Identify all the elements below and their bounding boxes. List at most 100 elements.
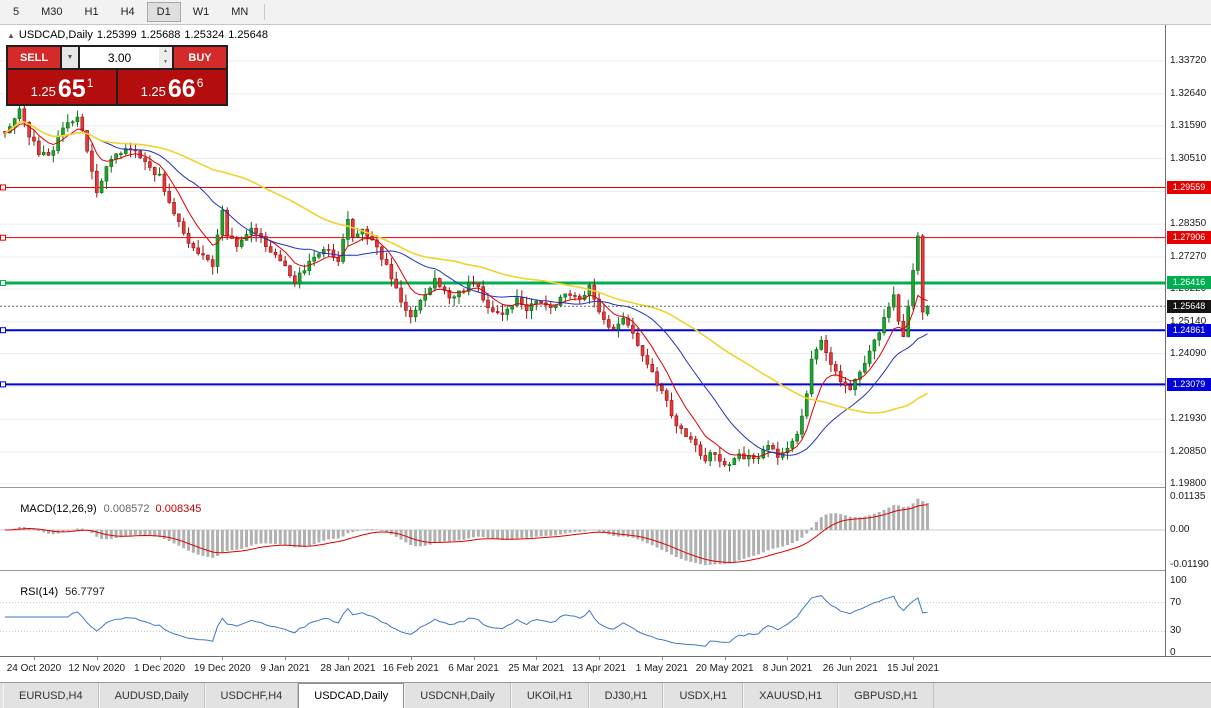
tab-audusd-daily[interactable]: AUDUSD,Daily: [98, 683, 205, 708]
chart-symbol-label: USDCAD,Daily: [18, 29, 93, 41]
buy-button[interactable]: BUY: [174, 47, 226, 68]
date-axis-label: 8 Jun 2021: [762, 663, 813, 674]
price-axis-label: 1.19800: [1170, 478, 1207, 489]
price-axis-label: 1.20850: [1170, 446, 1207, 458]
date-axis[interactable]: 24 Oct 2020 12 Nov 2020 1 Dec 2020 19 Dec 2…: [0, 656, 1211, 682]
date-axis-label: 12 Nov 2020: [68, 663, 126, 674]
date-tick: [599, 657, 601, 660]
high-value: 1.25688: [140, 29, 181, 41]
date-axis-label: 16 Feb 2021: [382, 663, 439, 674]
date-tick: [473, 657, 475, 660]
macd-axis-label: 0.00: [1170, 524, 1190, 535]
price-axis-label: 1.28350: [1170, 218, 1207, 230]
tab-eurusd-h4[interactable]: EURUSD,H4: [3, 683, 99, 708]
line-handle[interactable]: [0, 184, 6, 191]
sell-price-pips: 65: [57, 75, 86, 103]
rsi-axis-label: 30: [1170, 625, 1182, 637]
period-button-w1[interactable]: W1: [192, 6, 210, 18]
buy-price-pips: 66: [167, 75, 196, 103]
date-tick: [724, 657, 726, 660]
toolbar-separator: [264, 4, 266, 20]
date-axis-label: 6 Mar 2021: [448, 663, 499, 674]
rsi-line: [5, 595, 928, 647]
date-tick: [159, 657, 161, 660]
rsi-axis-label: 70: [1170, 596, 1182, 608]
current-price-label: 1.25648: [1167, 299, 1211, 313]
sell-price-base: 1.25: [30, 84, 56, 99]
date-tick: [347, 657, 349, 660]
horizontal-lines[interactable]: [0, 184, 1165, 388]
tab-xauusd-h1[interactable]: XAUUSD,H1: [743, 683, 839, 708]
moving-average-line: [4, 123, 928, 458]
volume-stepper[interactable]: ▲ ▼: [159, 47, 172, 68]
macd-signal-line: [4, 504, 928, 564]
tab-gbpusd-h1[interactable]: GBPUSD,H1: [838, 683, 934, 708]
date-axis-label: 28 Jan 2021: [320, 663, 376, 674]
buy-price-frac: 6: [196, 76, 204, 90]
macd-value-main: 0.008572: [103, 503, 150, 515]
date-tick: [913, 657, 915, 660]
tab-usdcnh-daily[interactable]: USDCNH,Daily: [404, 683, 511, 708]
date-axis-label: 26 Jun 2021: [822, 663, 878, 674]
moving-average-line: [4, 121, 928, 456]
tab-usdchf-h4[interactable]: USDCHF,H4: [204, 683, 299, 708]
price-axis-label: 1.27270: [1170, 251, 1207, 262]
candlesticks: [3, 101, 930, 472]
period-button-mn[interactable]: MN: [231, 6, 249, 18]
macd-histogram: [8, 498, 930, 566]
tab-usdx-h1[interactable]: USDX,H1: [663, 683, 744, 708]
open-value: 1.25399: [96, 29, 137, 41]
period-button-d1[interactable]: D1: [146, 2, 181, 22]
tab-ukoil-h1[interactable]: UKOil,H1: [510, 683, 589, 708]
date-axis-label: 19 Dec 2020: [193, 663, 251, 674]
main-chart[interactable]: [0, 25, 1165, 656]
low-value: 1.25324: [184, 29, 225, 41]
date-tick: [850, 657, 852, 660]
period-button-h4[interactable]: H4: [120, 6, 135, 18]
volume-field[interactable]: 3.00 ▲ ▼: [80, 47, 172, 68]
tab-dj30-h1[interactable]: DJ30,H1: [588, 683, 664, 708]
price-line-label: 1.23079: [1167, 377, 1211, 391]
moving-average-line: [4, 120, 928, 414]
price-axis-label: 1.25140: [1170, 315, 1207, 327]
chart-window: 1.337201.326401.315901.305101.294301.283…: [0, 25, 1211, 682]
line-handle[interactable]: [0, 327, 6, 334]
rsi-axis-label: 0: [1170, 647, 1176, 658]
panel-separator: [0, 487, 1211, 488]
date-axis-label: 24 Oct 2020: [6, 663, 62, 674]
one-click-trading-panel: SELL ▼ 3.00 ▲ ▼ BUY 1.25 65 1 1.25 66: [6, 45, 228, 106]
date-tick: [33, 657, 35, 660]
spin-down-icon[interactable]: ▼: [163, 58, 168, 65]
period-button-h1[interactable]: H1: [84, 6, 99, 18]
date-tick: [661, 657, 663, 660]
price-axis-label: 1.21930: [1170, 413, 1207, 425]
spin-up-icon[interactable]: ▲: [163, 48, 168, 54]
chevron-down-icon: ▼: [66, 54, 74, 61]
date-tick: [96, 657, 98, 660]
volume-dropdown-button[interactable]: ▼: [62, 47, 78, 68]
price-axis-label: 1.24090: [1170, 347, 1207, 359]
price-axis[interactable]: 1.337201.326401.315901.305101.294301.283…: [1165, 25, 1211, 682]
buy-price-base: 1.25: [140, 84, 166, 99]
chart-ohlc-header: ▲ USDCAD,Daily 1.25399 1.25688 1.25324 1…: [7, 29, 268, 41]
date-axis-label: 15 Jul 2021: [887, 663, 939, 674]
line-handle[interactable]: [0, 279, 6, 286]
period-button-5[interactable]: 5: [13, 6, 20, 18]
price-line-label: 1.27906: [1167, 231, 1211, 245]
rsi-header: RSI(14) 56.7797: [8, 574, 105, 610]
price-axis-label: 1.33720: [1170, 55, 1207, 66]
price-axis-label: 1.30510: [1170, 152, 1207, 164]
date-axis-label: 20 May 2021: [695, 663, 754, 674]
volume-value[interactable]: 3.00: [107, 50, 132, 65]
sell-price-frac: 1: [86, 76, 94, 90]
tab-usdcad-daily[interactable]: USDCAD,Daily: [298, 683, 405, 708]
line-handle[interactable]: [0, 381, 6, 388]
line-handle[interactable]: [0, 234, 6, 241]
date-axis-label: 1 May 2021: [635, 663, 689, 674]
macd-axis-label: 0.01135: [1170, 491, 1206, 503]
buy-price-box[interactable]: 1.25 66 6: [118, 70, 226, 104]
period-button-m30[interactable]: M30: [41, 6, 63, 18]
date-axis-label: 13 Apr 2021: [572, 663, 627, 674]
sell-button[interactable]: SELL: [8, 47, 60, 68]
sell-price-box[interactable]: 1.25 65 1: [8, 70, 116, 104]
